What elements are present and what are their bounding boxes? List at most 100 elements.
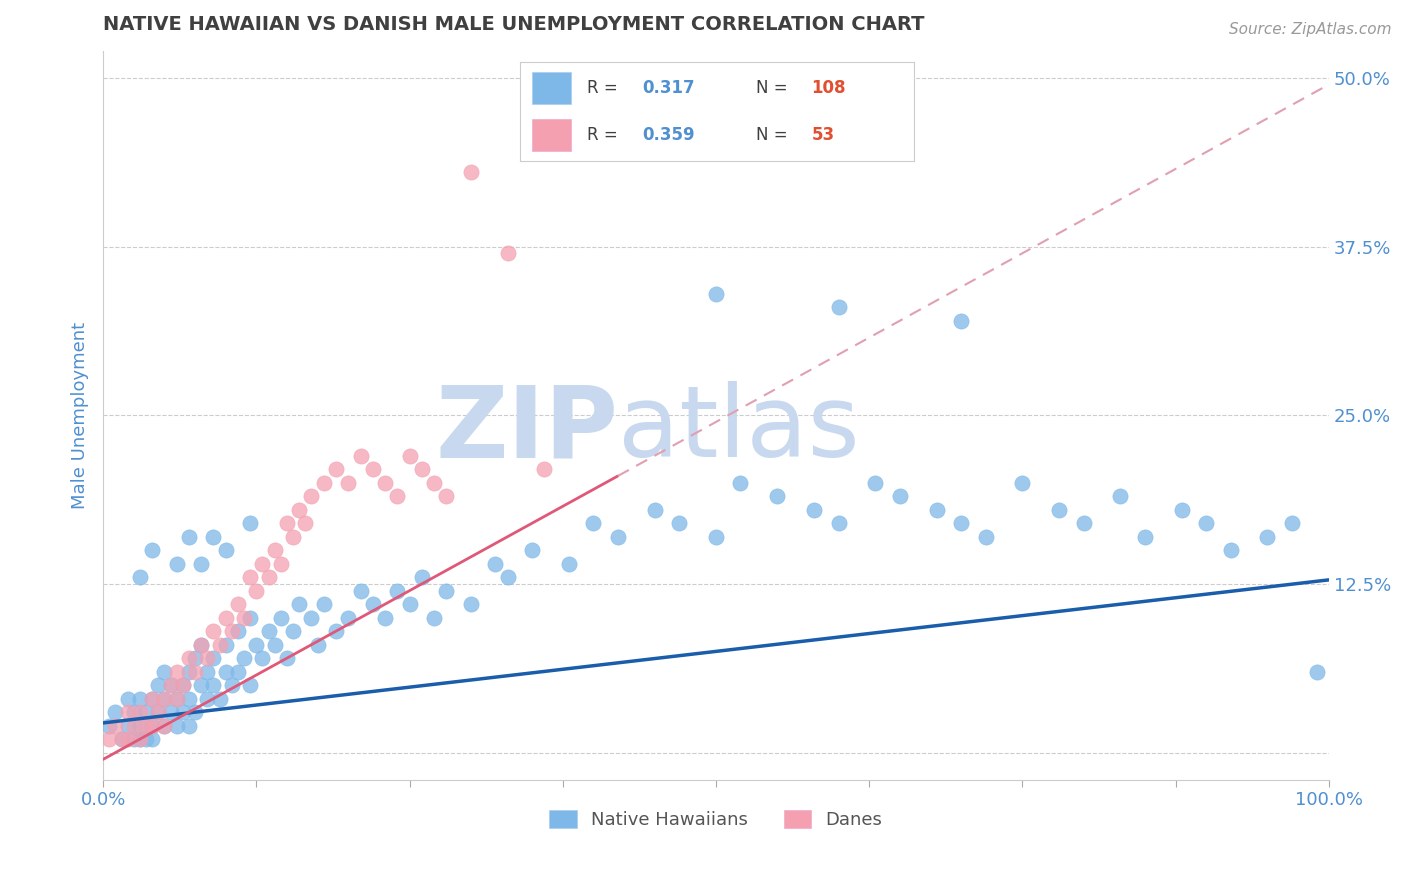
Point [1133,530,1156,544]
Point [1195,516,1218,531]
Point [925,502,948,516]
Point [889,489,911,503]
Point [117,718,139,732]
Point [257,570,280,584]
Point [582,516,605,531]
Point [226,597,249,611]
Point [233,651,256,665]
Point [239,678,262,692]
Point [374,475,396,490]
Point [1011,475,1033,490]
Point [122,732,145,747]
Point [117,691,139,706]
Point [361,462,384,476]
Point [104,718,127,732]
Point [1109,489,1132,503]
Point [245,583,267,598]
Point [301,610,323,624]
Point [325,624,347,639]
Y-axis label: Male Unemployment: Male Unemployment [72,322,89,508]
Point [129,691,152,706]
Point [202,530,225,544]
Point [387,583,409,598]
Point [190,557,212,571]
Point [730,475,752,490]
Point [325,462,347,476]
Point [166,557,188,571]
Point [141,691,163,706]
Point [276,516,298,531]
Point [312,597,335,611]
Point [704,286,727,301]
Point [159,678,181,692]
Point [276,651,298,665]
Point [215,543,238,558]
Point [387,489,409,503]
Point [141,718,163,732]
Point [239,516,262,531]
Point [172,705,194,719]
Point [184,665,207,679]
Point [148,705,170,719]
Point [270,610,292,624]
FancyBboxPatch shape [531,120,571,151]
Point [704,530,727,544]
Point [129,732,152,747]
Point [1305,665,1327,679]
Point [166,691,188,706]
Point [1073,516,1095,531]
Point [288,597,311,611]
Text: N =: N = [756,79,793,97]
Point [644,502,666,516]
Point [153,718,176,732]
Point [950,516,973,531]
Point [110,732,132,747]
Point [270,557,292,571]
Point [141,543,163,558]
Point [135,718,157,732]
Point [172,678,194,692]
Point [221,678,243,692]
Point [129,705,152,719]
Point [190,678,212,692]
Point [141,718,163,732]
Point [122,718,145,732]
Point [374,610,396,624]
Point [184,705,207,719]
Point [208,691,231,706]
Point [1170,502,1192,516]
Point [177,651,200,665]
Point [1219,543,1241,558]
Point [423,610,446,624]
Point [226,665,249,679]
Point [434,489,457,503]
Point [153,691,176,706]
Point [239,610,262,624]
Point [496,246,519,260]
Point [135,705,157,719]
Point [294,516,316,531]
Text: R =: R = [588,126,623,144]
Point [606,530,628,544]
Point [520,543,543,558]
Text: R =: R = [588,79,623,97]
Point [257,624,280,639]
Point [233,610,256,624]
Text: 0.317: 0.317 [643,79,695,97]
Point [263,543,285,558]
Point [411,462,433,476]
Legend: Native Hawaiians, Danes: Native Hawaiians, Danes [543,803,890,836]
Point [129,570,152,584]
Point [361,597,384,611]
Text: ZIP: ZIP [434,381,617,478]
Point [215,638,238,652]
Text: 53: 53 [811,126,835,144]
Point [129,732,152,747]
Point [148,705,170,719]
Point [129,718,152,732]
Point [252,557,274,571]
Point [166,691,188,706]
Point [141,691,163,706]
Point [301,489,323,503]
Point [226,624,249,639]
